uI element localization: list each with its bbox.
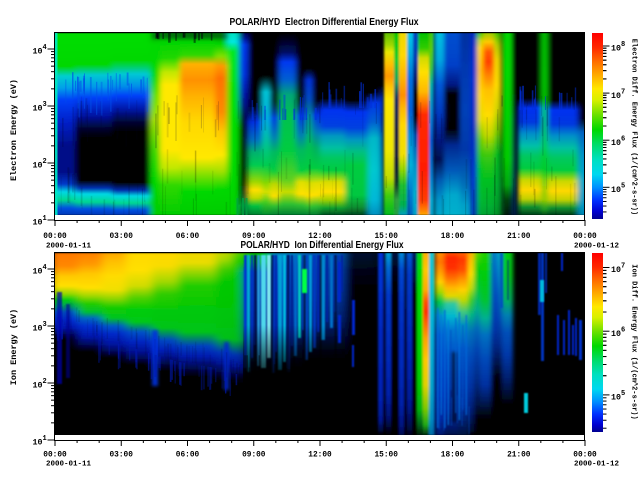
svg-text:Electron Diff. Energy Flux (1: Electron Diff. Energy Flux (1/(cm^2-s-sr… — [630, 39, 639, 215]
svg-text:15:00: 15:00 — [374, 233, 398, 241]
svg-text:POLAR/HYD Electron Differenti: POLAR/HYD Electron Differential Energy F… — [230, 17, 419, 28]
svg-text:POLAR/HYD Ion Differential En: POLAR/HYD Ion Differential Energy Flux — [241, 240, 404, 251]
svg-text:00:00: 00:00 — [573, 452, 597, 460]
svg-text:00:00: 00:00 — [43, 233, 67, 241]
svg-text:00:00: 00:00 — [573, 233, 597, 241]
svg-text:21:00: 21:00 — [507, 452, 531, 460]
svg-text:12:00: 12:00 — [308, 233, 332, 241]
svg-text:2000-01-12: 2000-01-12 — [574, 243, 620, 251]
svg-text:2000-01-11: 2000-01-11 — [46, 243, 92, 251]
svg-text:Ion Energy (eV): Ion Energy (eV) — [9, 309, 19, 386]
svg-text:06:00: 06:00 — [176, 233, 200, 241]
svg-text:21:00: 21:00 — [507, 233, 531, 241]
svg-text:Electron Energy (eV): Electron Energy (eV) — [9, 79, 19, 181]
svg-text:03:00: 03:00 — [109, 233, 133, 241]
svg-text:06:00: 06:00 — [176, 452, 200, 460]
svg-text:Ion Diff. Energy Flux (1/(cm^: Ion Diff. Energy Flux (1/(cm^2-s-sr)) — [630, 264, 639, 419]
svg-text:18:00: 18:00 — [441, 233, 465, 241]
svg-text:15:00: 15:00 — [374, 452, 398, 460]
svg-text:03:00: 03:00 — [109, 452, 133, 460]
svg-text:00:00: 00:00 — [43, 452, 67, 460]
svg-text:2000-01-11: 2000-01-11 — [46, 461, 92, 469]
svg-text:12:00: 12:00 — [308, 452, 332, 460]
svg-text:09:00: 09:00 — [242, 233, 266, 241]
svg-text:2000-01-12: 2000-01-12 — [574, 461, 620, 469]
svg-text:18:00: 18:00 — [441, 452, 465, 460]
svg-text:09:00: 09:00 — [242, 452, 266, 460]
